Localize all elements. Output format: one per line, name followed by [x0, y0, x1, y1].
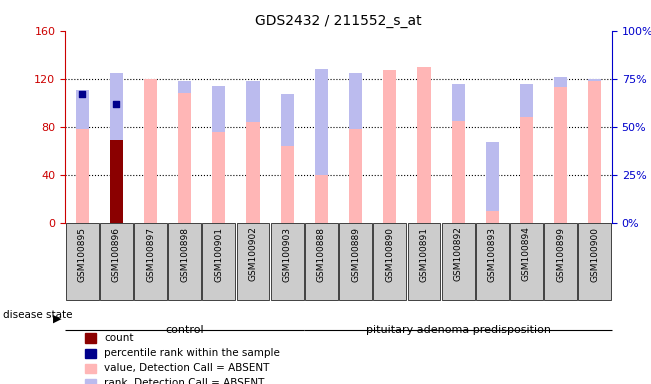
Bar	[349, 73, 362, 223]
Bar	[85, 364, 96, 373]
Text: GSM100897: GSM100897	[146, 227, 155, 281]
Bar	[554, 87, 567, 223]
Bar	[383, 70, 396, 223]
Text: GSM100900: GSM100900	[590, 227, 600, 281]
Text: control: control	[165, 325, 204, 335]
Text: percentile rank within the sample: percentile rank within the sample	[104, 348, 280, 358]
Bar	[544, 223, 577, 300]
Text: GSM100899: GSM100899	[556, 227, 565, 281]
Bar	[212, 86, 225, 223]
Bar	[212, 131, 225, 223]
Bar	[202, 223, 235, 300]
Bar	[110, 140, 123, 223]
Bar	[237, 223, 270, 300]
Bar	[85, 349, 96, 358]
Bar	[76, 129, 89, 223]
Bar	[417, 132, 430, 223]
Bar	[452, 121, 465, 223]
Bar	[510, 223, 543, 300]
Bar	[110, 73, 123, 223]
Bar	[589, 81, 602, 223]
Bar	[305, 223, 338, 300]
Point	[111, 101, 122, 107]
Text: value, Detection Call = ABSENT: value, Detection Call = ABSENT	[104, 363, 270, 373]
Bar	[66, 223, 98, 300]
Text: GSM100902: GSM100902	[249, 227, 258, 281]
Text: GSM100898: GSM100898	[180, 227, 189, 281]
Bar	[100, 223, 133, 300]
Bar	[178, 81, 191, 223]
Text: GSM100889: GSM100889	[351, 227, 360, 281]
Bar	[374, 223, 406, 300]
Text: GSM100892: GSM100892	[454, 227, 463, 281]
Title: GDS2432 / 211552_s_at: GDS2432 / 211552_s_at	[255, 14, 422, 28]
Bar	[247, 122, 260, 223]
Bar	[339, 223, 372, 300]
Text: GSM100893: GSM100893	[488, 227, 497, 281]
Text: count: count	[104, 333, 133, 343]
Point	[77, 91, 87, 97]
Bar	[442, 223, 475, 300]
Bar	[85, 379, 96, 384]
Text: GSM100896: GSM100896	[112, 227, 121, 281]
Bar	[144, 79, 157, 223]
Text: GSM100890: GSM100890	[385, 227, 395, 281]
Text: disease state: disease state	[3, 310, 73, 320]
Text: GSM100894: GSM100894	[522, 227, 531, 281]
Text: GSM100895: GSM100895	[77, 227, 87, 281]
Bar	[520, 117, 533, 223]
Bar	[315, 69, 328, 223]
Bar	[589, 79, 602, 223]
Bar	[579, 223, 611, 300]
Bar	[134, 223, 167, 300]
Bar	[408, 223, 440, 300]
Bar	[452, 84, 465, 223]
Bar	[110, 140, 123, 223]
Bar	[520, 84, 533, 223]
Bar	[281, 146, 294, 223]
Bar	[349, 129, 362, 223]
Bar	[169, 223, 201, 300]
Bar	[417, 67, 430, 223]
Bar	[85, 333, 96, 343]
Text: GSM100903: GSM100903	[283, 227, 292, 281]
Bar	[554, 77, 567, 223]
Text: GSM100901: GSM100901	[214, 227, 223, 281]
Bar	[486, 142, 499, 223]
Text: ▶: ▶	[53, 314, 62, 324]
Bar	[271, 223, 303, 300]
Bar	[383, 75, 396, 223]
Text: GSM100888: GSM100888	[317, 227, 326, 281]
Bar	[281, 94, 294, 223]
Text: pituitary adenoma predisposition: pituitary adenoma predisposition	[366, 325, 551, 335]
Bar	[315, 175, 328, 223]
Bar	[476, 223, 508, 300]
Bar	[144, 84, 157, 223]
Text: GSM100891: GSM100891	[419, 227, 428, 281]
Bar	[76, 90, 89, 223]
Bar	[486, 211, 499, 223]
Bar	[178, 93, 191, 223]
Bar	[247, 81, 260, 223]
Text: rank, Detection Call = ABSENT: rank, Detection Call = ABSENT	[104, 379, 264, 384]
